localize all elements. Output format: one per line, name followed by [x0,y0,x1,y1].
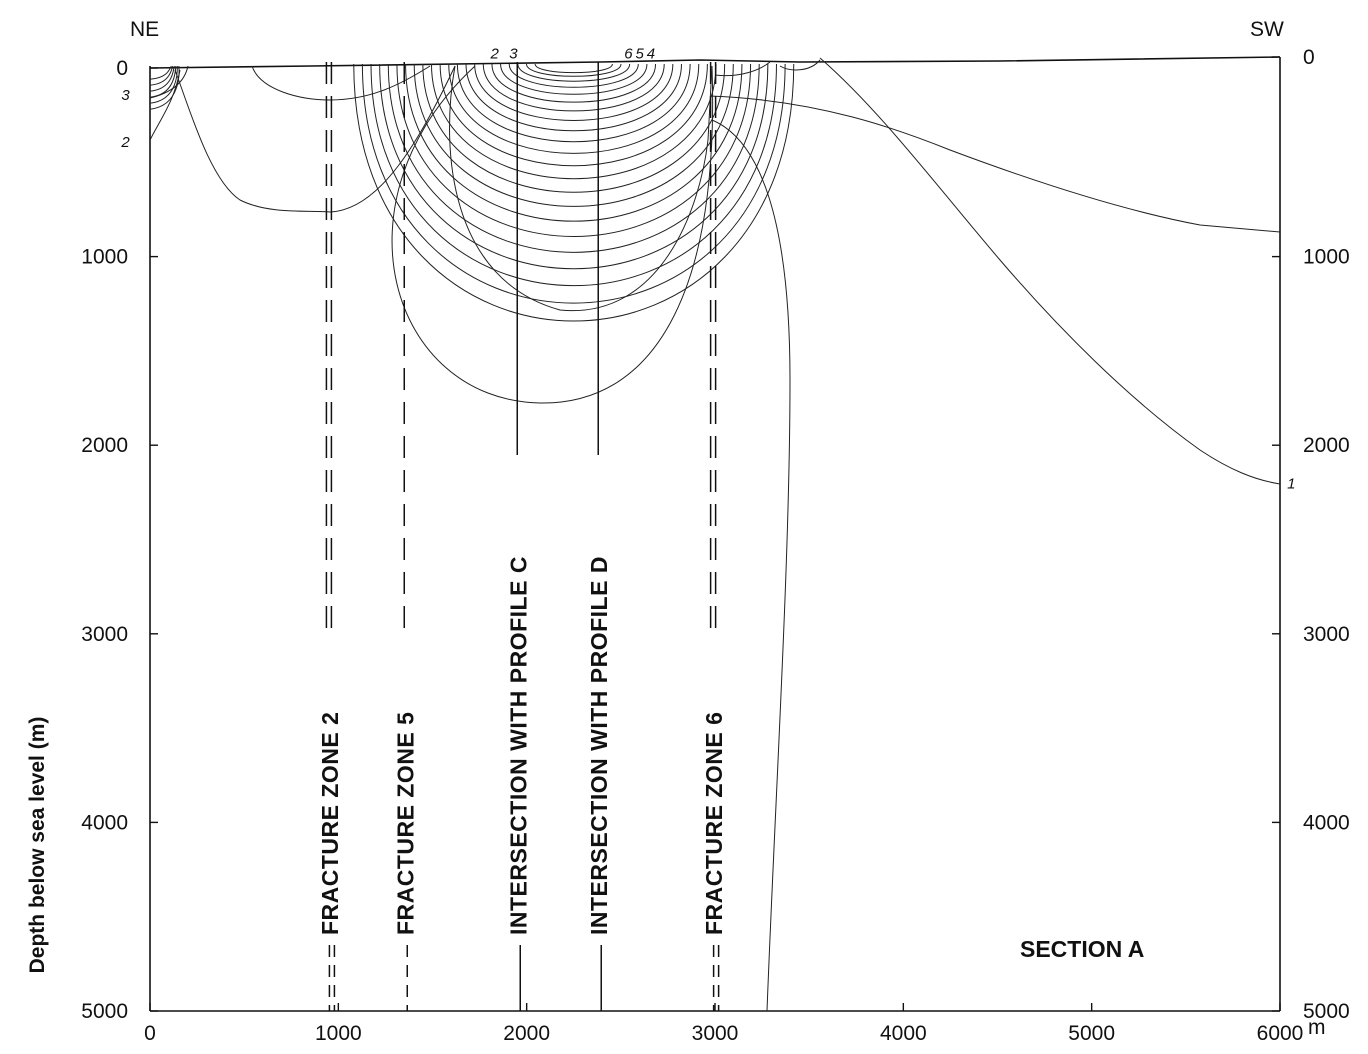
contour-value-label: 6 [624,46,633,63]
isoline [361,63,786,304]
isoline [456,63,691,143]
isoline [525,63,622,77]
marker-label: INTERSECTION WITH PROFILE D [586,556,612,935]
x-tick-label: 2000 [503,1022,550,1045]
y-left-tick-label: 3000 [81,623,128,646]
isoline [405,63,743,222]
marker-label: FRACTURE ZONE 5 [392,712,418,935]
isoline [465,63,682,132]
x-tick-label: 5000 [1068,1022,1115,1045]
isoline [149,65,180,110]
isoline [391,65,714,404]
contour-value-label: 2 [120,134,130,151]
y-axis-left-ticks: 0 1000 2000 3000 4000 5000 [81,57,158,1023]
isoline [491,63,657,103]
northeast-contour-cluster [149,65,189,110]
y-right-tick-label: 5000 [1303,1000,1350,1023]
y-right-tick-label: 0 [1303,46,1315,69]
y-left-tick-label: 2000 [81,434,128,457]
x-tick-label: 6000 [1257,1022,1304,1045]
isoline [251,65,431,101]
y-left-tick-label: 1000 [81,246,128,269]
isoline [370,63,777,287]
isoline [534,63,613,74]
isoline [517,63,631,82]
y-left-tick-label: 5000 [81,1000,128,1023]
y-right-tick-label: 3000 [1303,623,1350,646]
isoline [149,65,189,99]
contour-value-label: 4 [647,46,655,63]
isoline [449,65,713,312]
isoline [379,63,769,270]
isoline [149,65,174,86]
isoline [149,65,172,80]
isoline [149,65,177,98]
section-label: SECTION A [1020,936,1144,962]
ground-surface-line [149,56,1281,69]
direction-left-label: NE [130,18,159,41]
y-right-tick-label: 2000 [1303,434,1350,457]
isoline [439,63,708,167]
isoline-1 [819,57,1281,485]
isoline-contours [149,57,1281,1012]
x-axis-ticks: 0 1000 2000 3000 4000 5000 6000 [144,1003,1303,1045]
marker-label: FRACTURE ZONE 2 [317,712,343,935]
y-left-tick-label: 4000 [81,811,128,834]
isoline [500,63,648,95]
contour-value-label: 5 [635,46,644,63]
y-axis-right-ticks: 0 1000 2000 3000 4000 5000 [1272,46,1350,1023]
isoline [396,63,752,237]
y-axis-title: Depth below sea level (m) [26,717,49,974]
contour-value-label: 2 [489,46,499,63]
isoline [448,63,700,154]
marker-label: FRACTURE ZONE 6 [701,712,727,935]
x-tick-label: 4000 [880,1022,927,1045]
isoline [422,63,726,193]
y-right-tick-label: 4000 [1303,811,1350,834]
y-right-tick-label: 1000 [1303,246,1350,269]
marker-label: INTERSECTION WITH PROFILE C [505,556,531,935]
x-tick-label: 1000 [315,1022,362,1045]
direction-right-label: SW [1250,18,1284,41]
isoline [508,63,639,88]
isoline [474,63,674,121]
isoline [711,119,791,1012]
contour-value-label: 3 [509,46,518,63]
isoline [714,59,821,77]
contour-value-label: 1 [1287,476,1295,493]
isoline [482,63,665,112]
x-tick-label: 0 [144,1022,156,1045]
y-left-tick-label: 0 [116,57,128,80]
isoline [149,65,178,104]
isoline [709,95,1281,233]
contour-value-label: 3 [121,87,130,104]
isoline [149,65,175,92]
vertical-markers: FRACTURE ZONE 2 FRACTURE ZONE 5 INTERSECTI… [317,62,727,1011]
x-axis-unit: m [1308,1016,1326,1039]
isoline [149,65,456,213]
x-tick-label: 3000 [692,1022,739,1045]
